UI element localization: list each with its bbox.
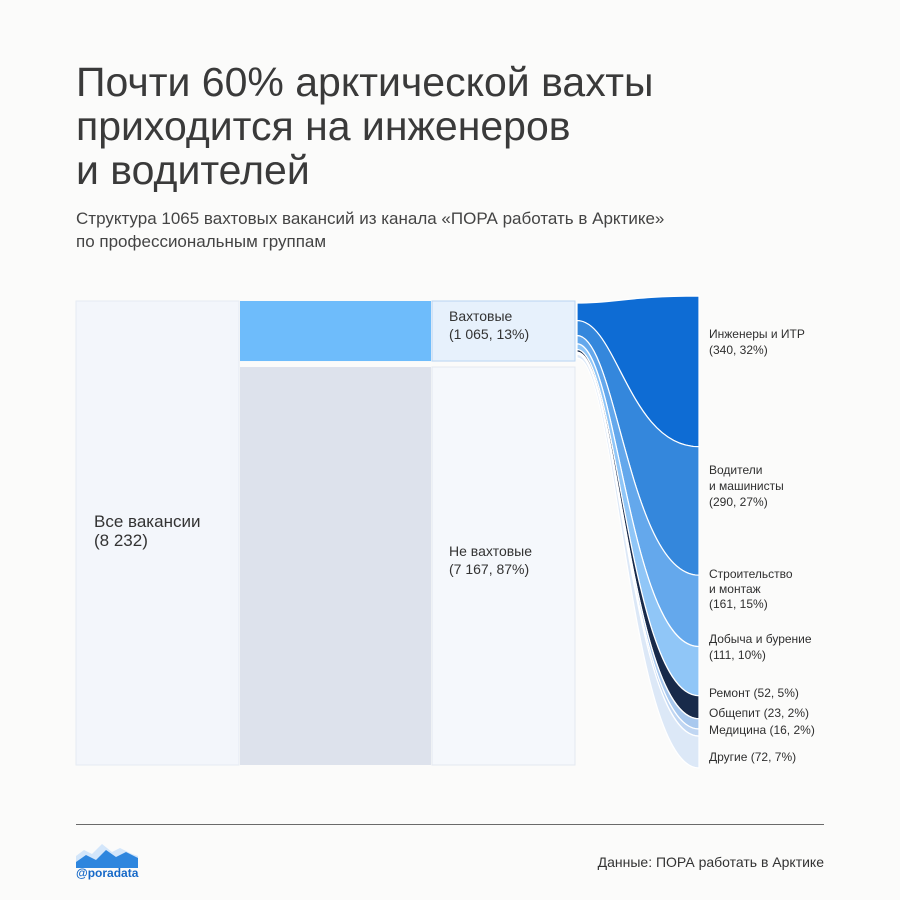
title-line-1: Почти 60% арктической вахты (76, 59, 654, 105)
data-source: Данные: ПОРА работать в Арктике (597, 854, 824, 870)
brand-handle: @poradata (76, 866, 139, 880)
flow-group-7 (576, 353, 700, 769)
node-shift (431, 300, 576, 362)
node-non-shift (431, 366, 576, 766)
subtitle-line-2: по профессиональным группам (76, 232, 327, 251)
subtitle-line-1: Структура 1065 вахтовых вакансий из кана… (76, 209, 665, 228)
label-group-4: Ремонт (52, 5%) (709, 686, 799, 700)
label-non-shift: Не вахтовые (7 167, 87%) (449, 543, 532, 577)
label-group-6: Медицина (16, 2%) (709, 723, 815, 737)
label-group-1: Водители и машинисты (290, 27%) (709, 463, 784, 509)
label-total: Все вакансии (8 232) (94, 512, 200, 550)
label-group-0: Инженеры и ИТР (340, 32%) (709, 327, 805, 357)
node-total (75, 300, 240, 766)
label-group-2: Строительство и монтаж (161, 15%) (709, 567, 793, 611)
footer-divider (76, 824, 824, 825)
label-shift: Вахтовые (1 065, 13%) (449, 308, 529, 342)
chart-subtitle: Структура 1065 вахтовых вакансий из кана… (76, 207, 856, 253)
title-line-3: и водителей (76, 147, 310, 193)
mountain-logo-icon (76, 844, 138, 868)
chart-title: Почти 60% арктической вахты приходится н… (76, 60, 856, 192)
label-group-3: Добыча и бурение (111, 10%) (709, 632, 812, 662)
title-line-2: приходится на инженеров (76, 103, 571, 149)
band-non-shift (240, 367, 431, 765)
band-shift (240, 301, 431, 362)
label-group-5: Общепит (23, 2%) (709, 706, 809, 720)
label-group-7: Другие (72, 7%) (709, 750, 796, 764)
